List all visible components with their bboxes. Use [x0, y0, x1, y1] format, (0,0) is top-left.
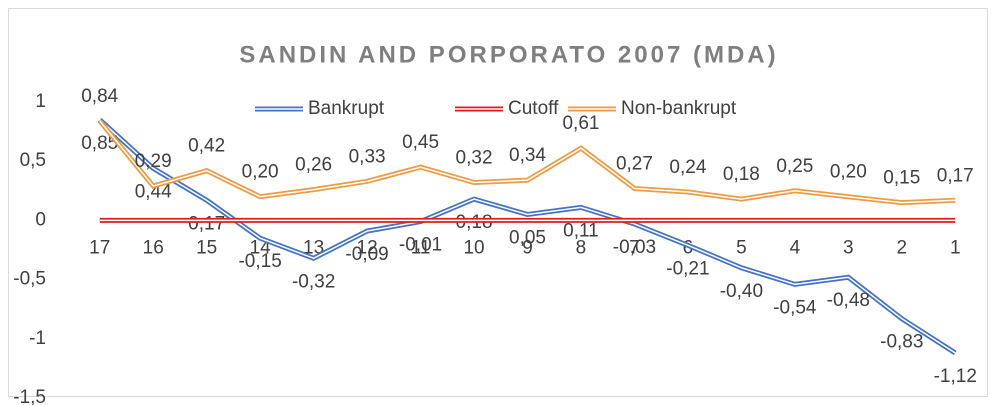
y-tick-label: -0,5 — [13, 269, 46, 290]
data-label: -0,83 — [880, 332, 923, 353]
data-label: 0,24 — [669, 157, 706, 178]
chart-border — [8, 8, 988, 397]
chart-title: SANDIN AND PORPORATO 2007 (MDA) — [239, 41, 778, 68]
y-tick-label: -1,5 — [13, 387, 46, 405]
data-label: 0,27 — [616, 153, 653, 174]
data-label: -0,48 — [827, 290, 870, 311]
data-label: 0,42 — [188, 136, 225, 157]
x-tick-label: 15 — [196, 237, 217, 258]
y-tick-label: 1 — [35, 91, 46, 112]
x-tick-label: 2 — [897, 237, 908, 258]
x-tick-label: 16 — [143, 237, 164, 258]
x-tick-label: 1 — [950, 237, 961, 258]
data-label: 0,33 — [349, 146, 386, 167]
data-label: 0,15 — [883, 168, 920, 189]
x-tick-label: 8 — [576, 237, 587, 258]
data-label: -0,21 — [666, 258, 709, 279]
data-label: 0,05 — [509, 227, 546, 248]
x-tick-label: 7 — [629, 237, 640, 258]
data-label: 0,17 — [937, 165, 974, 186]
y-tick-label: -1 — [29, 328, 46, 349]
data-label: 0,34 — [509, 145, 546, 166]
data-label: 0,44 — [135, 181, 172, 202]
x-tick-label: 3 — [843, 237, 854, 258]
data-label: -0,03 — [613, 237, 656, 258]
data-label: 0,32 — [456, 148, 493, 169]
data-label: 0,61 — [562, 113, 599, 134]
legend-label: Non-bankrupt — [621, 98, 737, 119]
data-label: -0,01 — [399, 235, 442, 256]
series-line-inner — [99, 120, 956, 204]
data-label: -0,40 — [720, 281, 763, 302]
data-label: 0,45 — [402, 132, 439, 153]
legend-label: Bankrupt — [308, 98, 385, 119]
data-label: 0,29 — [135, 151, 172, 172]
x-tick-label: 4 — [790, 237, 801, 258]
data-label: -0,54 — [773, 297, 817, 318]
data-label: 0,11 — [563, 220, 599, 241]
series-line-inner — [99, 119, 956, 354]
x-tick-label: 11 — [411, 237, 431, 258]
data-label: 0,20 — [242, 162, 279, 183]
data-label: 0,26 — [295, 155, 332, 176]
data-label: -1,12 — [934, 366, 977, 387]
data-label: -0,15 — [238, 251, 281, 272]
data-label: -0,09 — [345, 244, 388, 265]
x-tick-label: 10 — [463, 237, 484, 258]
y-tick-label: 0 — [35, 209, 46, 230]
data-label: 0,17 — [188, 213, 225, 234]
legend-label: Cutoff — [508, 98, 559, 119]
data-label: 0,84 — [81, 86, 118, 107]
x-tick-label: 12 — [357, 237, 378, 258]
data-label: 0,18 — [723, 164, 760, 185]
data-label: 0,85 — [81, 133, 118, 154]
x-tick-label: 9 — [522, 237, 533, 258]
x-tick-label: 5 — [736, 237, 747, 258]
x-tick-label: 17 — [89, 237, 110, 258]
data-label: 0,25 — [776, 156, 813, 177]
data-label: 0,20 — [830, 162, 867, 183]
y-tick-label: 0,5 — [20, 150, 46, 171]
data-label: -0,32 — [292, 271, 335, 292]
